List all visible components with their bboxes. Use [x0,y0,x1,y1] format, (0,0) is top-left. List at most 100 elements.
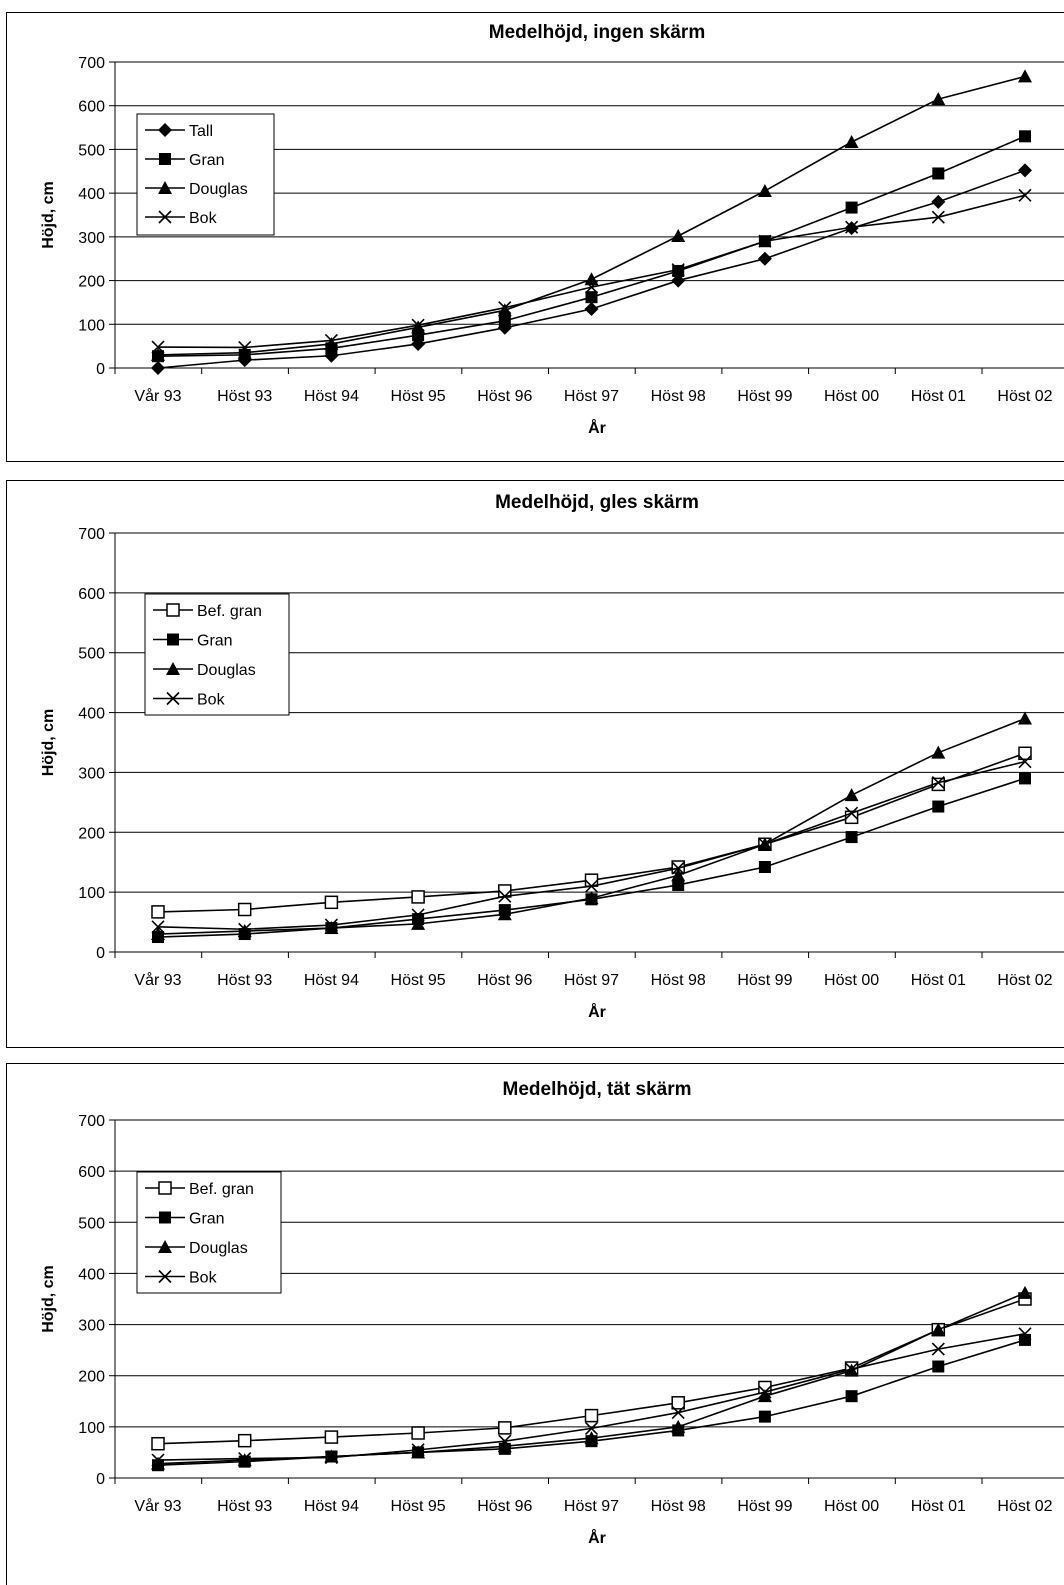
y-tick-label: 300 [78,230,105,247]
data-point-gran [1019,1333,1031,1346]
x-tick-label: Höst 01 [911,1498,966,1515]
data-point-douglas [757,183,772,197]
x-tick-label: Höst 02 [997,388,1052,405]
y-axis-title: Höjd, cm [40,1265,57,1333]
legend: Bef. gran Gran Douglas Bok [144,593,290,716]
legend-item-gran: Gran [145,152,225,169]
data-point-bok [238,340,252,355]
legend: Tall Gran Douglas Bok [136,113,275,236]
y-tick-label: 0 [96,945,105,962]
data-point-bok [845,220,859,234]
y-tick-label: 200 [78,1369,105,1386]
data-point-douglas [757,1389,772,1403]
data-point-gran [845,831,858,844]
y-tick-label: 200 [78,825,105,842]
series-bok [151,755,1032,936]
data-point-douglas [671,228,686,242]
data-point-bef-gran [151,905,165,919]
legend-label: Tall [189,123,213,140]
x-tick-label: Vår 93 [134,387,181,405]
data-point-douglas [1018,69,1032,83]
series-gran [152,772,1031,944]
x-tick-label: Höst 94 [304,388,359,405]
data-point-douglas [497,907,512,921]
chart-title: Medelhöjd, ingen skärm [489,22,705,43]
data-point-bok [1018,188,1032,202]
x-tick-label: Höst 93 [217,972,272,989]
x-tick-label: Höst 00 [824,972,879,989]
series-tall [151,163,1032,375]
x-tick-label: Höst 98 [651,972,706,989]
series-line-gran [157,135,1026,357]
legend-marker-bef-gran [166,603,180,617]
line-chart-tat-skarm: Medelhöjd, tät skärm 0 100 200 300 400 500 600 7… [40,1079,1064,1547]
chart-panel-gles-skarm: Medelhöjd, gles skärm 0 100 200 300 400 500 600… [6,480,1064,1048]
chart-title: Medelhöjd, gles skärm [495,492,699,513]
data-point-douglas [671,868,686,882]
x-tick-label: Höst 93 [217,388,272,405]
data-point-bef-gran [584,1408,599,1423]
x-tick-label: Höst 94 [304,972,359,989]
x-tick-label: Höst 94 [304,1498,359,1515]
y-tick-label: 200 [78,274,105,291]
x-axis-title: År [588,1002,606,1021]
x-tick-label: Höst 97 [564,1498,619,1515]
data-point-douglas [931,92,946,106]
data-point-bok [671,861,685,875]
data-point-douglas [584,272,599,286]
data-point-bok [845,806,859,820]
data-point-douglas [497,1439,512,1453]
data-point-douglas [237,345,252,359]
x-tick-label: Höst 95 [391,972,446,989]
data-point-bok [931,776,945,790]
data-point-bok [498,889,512,903]
series-line-tall [157,169,1026,369]
y-axis-title: Höjd, cm [40,181,57,249]
data-point-tall [757,251,772,266]
x-tick-label: Höst 01 [911,972,966,989]
series-gran [152,1333,1031,1472]
legend-marker-tall [158,123,172,137]
data-point-bok [671,263,685,277]
series-bef-gran [151,1292,1032,1451]
data-point-gran [845,201,858,214]
legend-marker-douglas [166,662,180,675]
data-point-bef-gran [151,1436,165,1451]
data-point-bok [758,234,772,248]
data-point-bok [324,1450,338,1465]
data-point-gran [1019,772,1031,785]
data-point-douglas [411,1445,426,1459]
data-point-bok [584,1421,599,1435]
y-tick-label: 500 [78,646,105,663]
data-point-bok [1018,1327,1032,1341]
data-point-bok [498,1434,512,1448]
data-point-bef-gran [671,1396,685,1410]
legend-marker-bok [158,1269,172,1284]
x-tick-label: Höst 98 [651,388,706,405]
y-tick-label: 100 [78,317,105,334]
x-tick-label: Höst 93 [217,1498,272,1515]
legend-label: Bok [197,692,226,709]
legend-item-douglas: Douglas [145,181,248,198]
legend-marker-gran [167,633,179,646]
legend-marker-douglas [158,181,172,194]
chart-panel-ingen-skarm: Medelhöjd, ingen skärm 0 100 200 300 400 500 60… [6,12,1064,462]
x-tick-label: Höst 00 [824,1498,879,1515]
data-point-bef-gran [237,902,252,917]
x-tick-label: Höst 02 [997,1498,1052,1515]
data-point-bok [411,318,425,332]
legend: Bef. gran Gran Douglas Bok [136,1171,282,1294]
data-point-bok [238,922,252,936]
legend-label: Bef. gran [189,1181,254,1198]
x-tick-label: Höst 95 [391,388,446,405]
x-tick-label: Höst 00 [824,388,879,405]
data-point-bok [584,879,599,893]
series-bok [151,188,1032,355]
data-point-tall [584,301,599,316]
data-point-douglas [324,336,339,350]
data-point-bef-gran [324,895,339,910]
legend-label: Douglas [189,181,248,198]
data-point-bok [411,908,425,922]
y-tick-label: 400 [78,706,105,723]
legend-label: Douglas [189,1240,248,1257]
